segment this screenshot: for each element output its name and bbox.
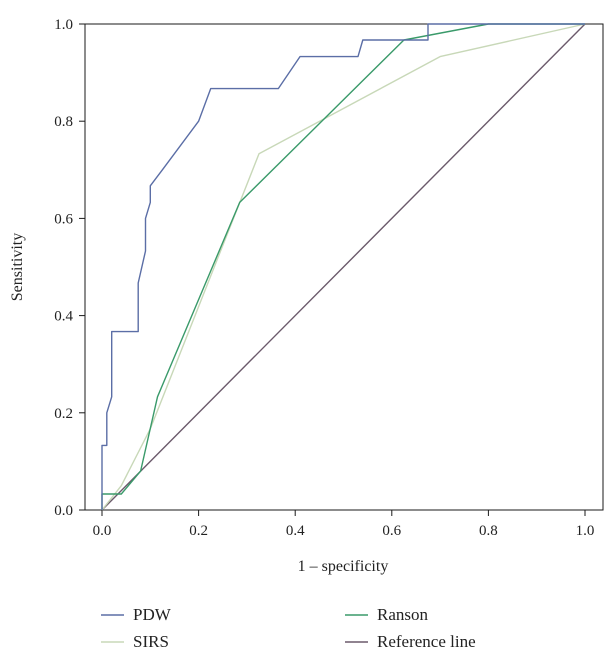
x-tick-label: 0.8 bbox=[479, 523, 498, 539]
y-tick-label: 1.0 bbox=[54, 17, 73, 33]
y-tick-label: 0.8 bbox=[54, 114, 73, 130]
y-tick-label: 0.6 bbox=[54, 211, 73, 227]
x-tick-label: 1.0 bbox=[576, 523, 595, 539]
y-axis-title: Sensitivity bbox=[9, 233, 26, 301]
legend-label-reference-line: Reference line bbox=[377, 632, 476, 651]
series-line-reference-line bbox=[102, 24, 585, 510]
y-axis-ticks: 0.0 0.2 0.4 0.6 0.8 1.0 bbox=[54, 17, 85, 519]
x-axis-title: 1 – specificity bbox=[298, 558, 389, 575]
legend: PDW Ranson SIRS Reference line bbox=[101, 605, 476, 651]
x-axis-ticks: 0.0 0.2 0.4 0.6 0.8 1.0 bbox=[93, 510, 595, 539]
series-lines bbox=[102, 24, 585, 510]
legend-label-ranson: Ranson bbox=[377, 605, 429, 624]
y-tick-label: 0.4 bbox=[54, 309, 73, 325]
x-tick-label: 0.6 bbox=[382, 523, 401, 539]
x-tick-label: 0.4 bbox=[286, 523, 305, 539]
legend-label-pdw: PDW bbox=[133, 605, 172, 624]
y-tick-label: 0.2 bbox=[54, 406, 73, 422]
x-tick-label: 0.2 bbox=[189, 523, 208, 539]
x-tick-label: 0.0 bbox=[93, 523, 112, 539]
y-tick-label: 0.0 bbox=[54, 503, 73, 519]
legend-label-sirs: SIRS bbox=[133, 632, 169, 651]
